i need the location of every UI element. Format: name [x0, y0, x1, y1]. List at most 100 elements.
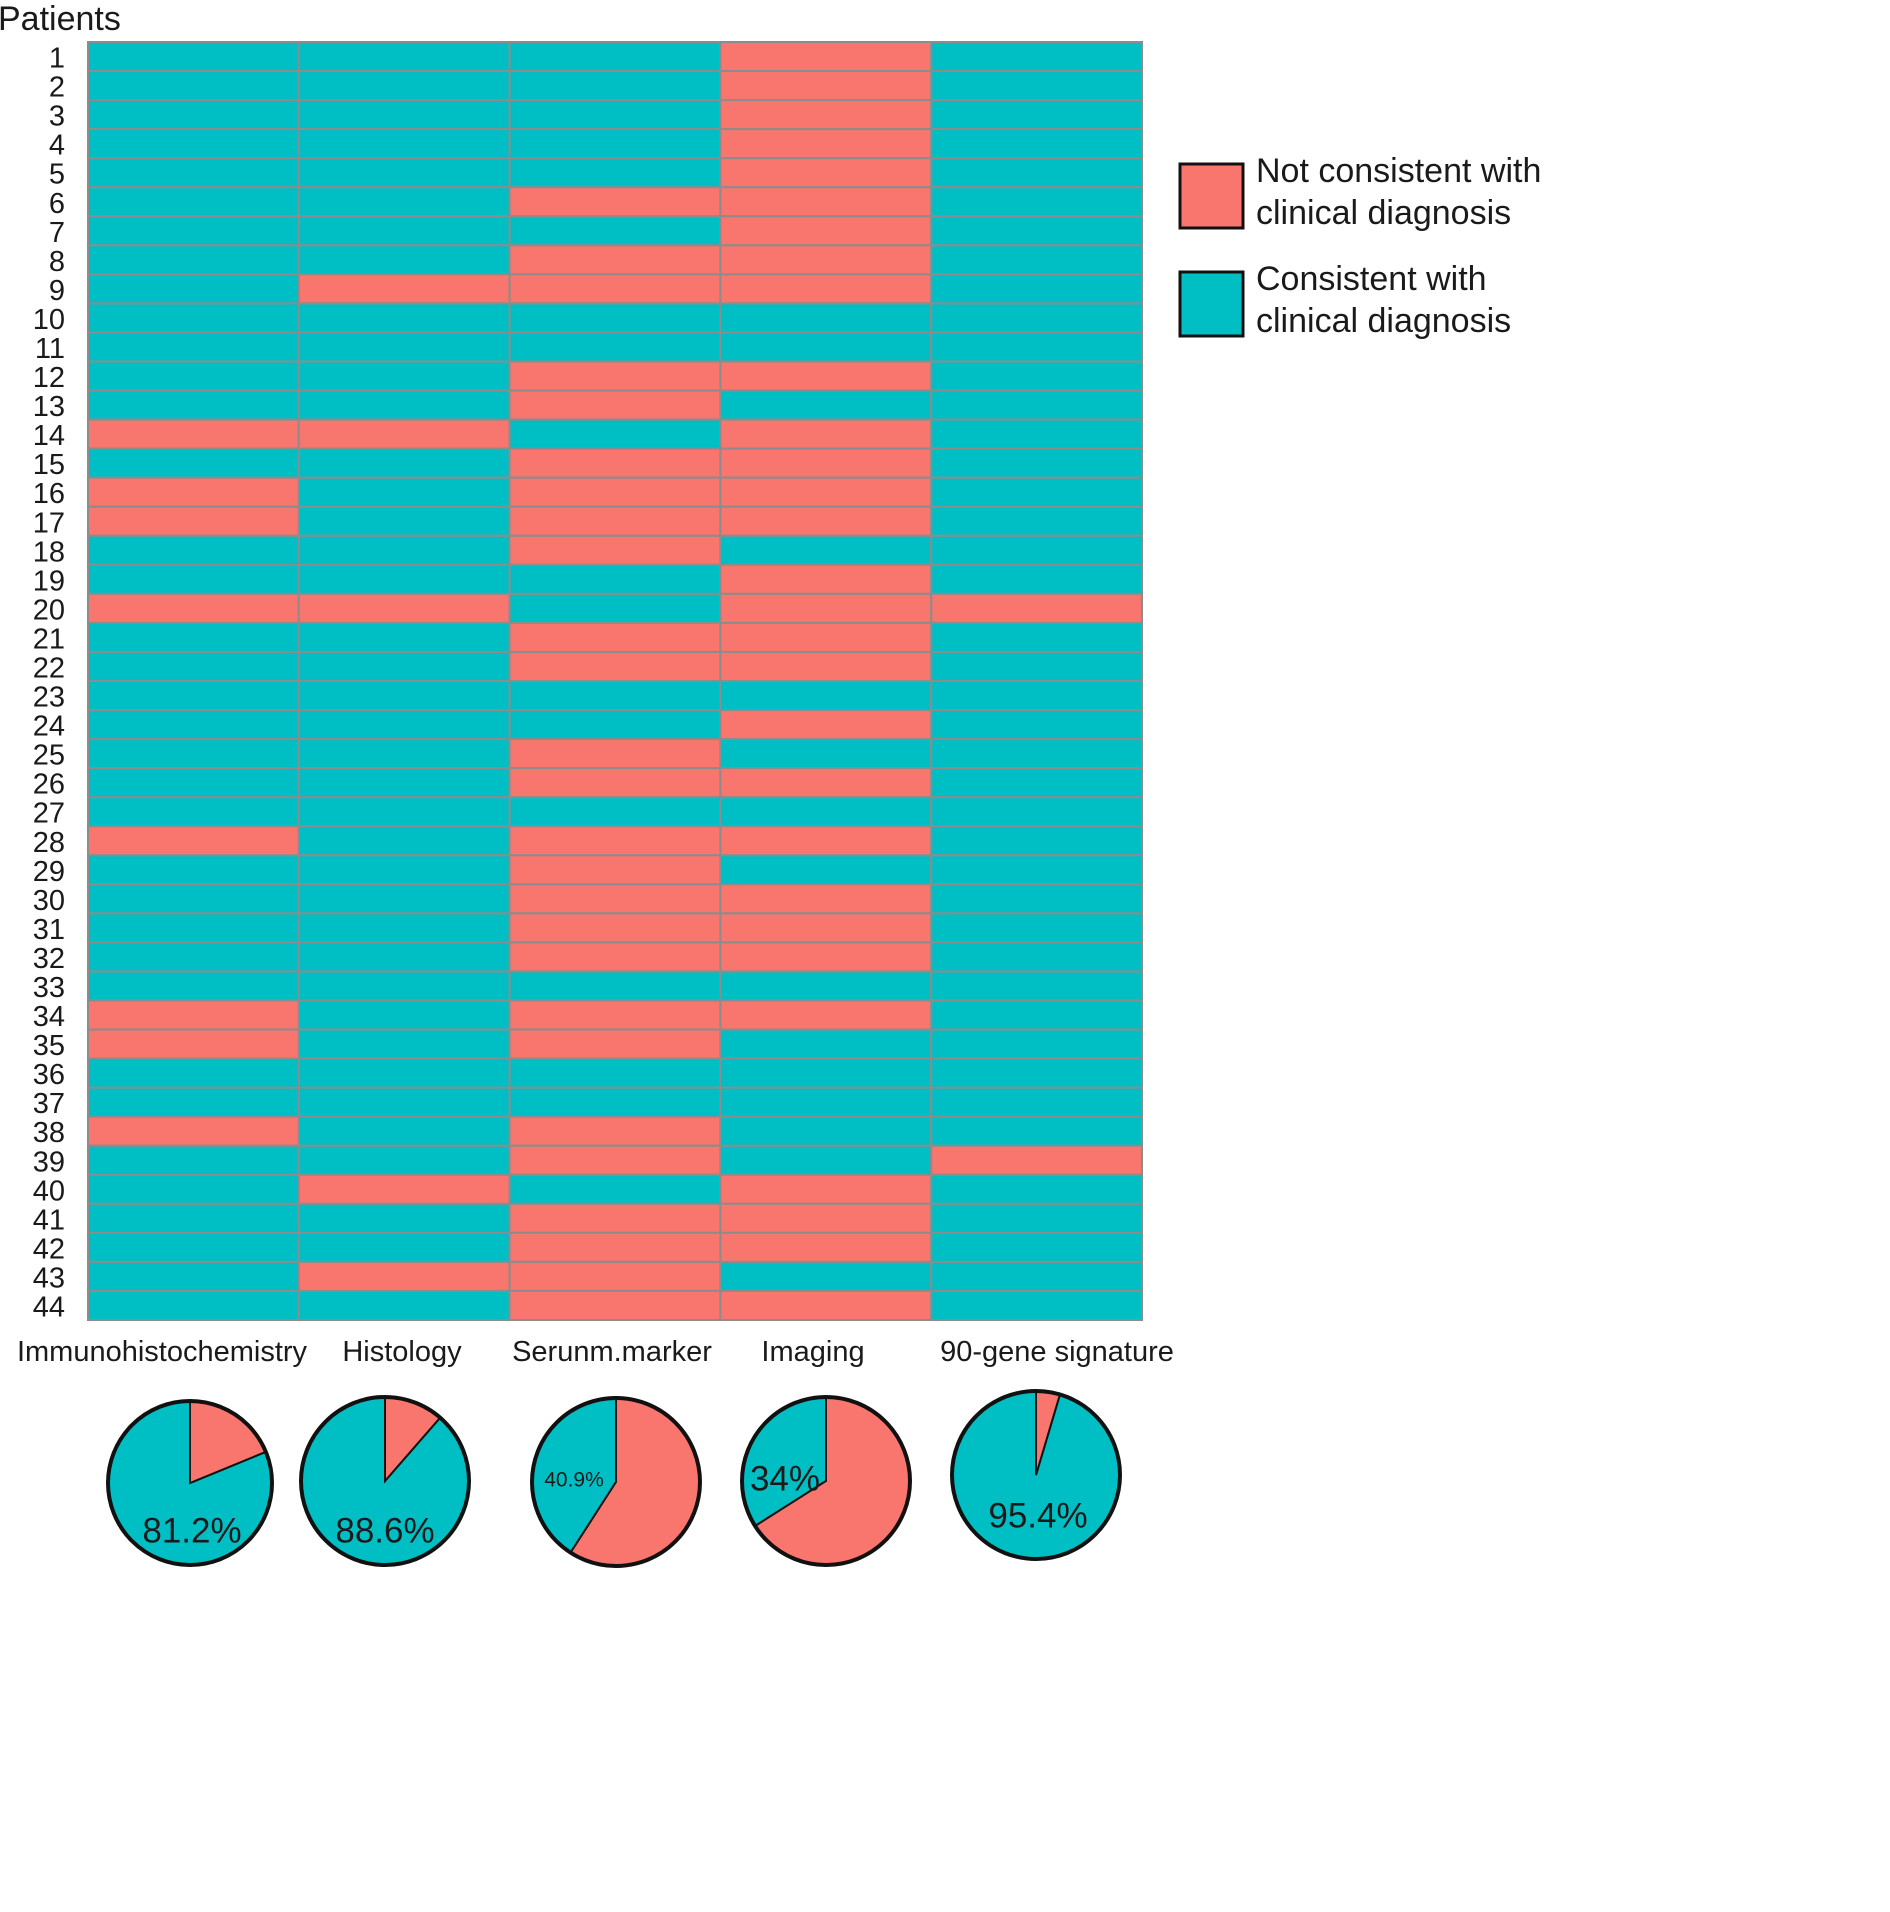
pie-2-label: 88.6%: [335, 1511, 434, 1550]
heatmap-cell-22-3: [508, 650, 722, 682]
heatmap-cell-33-3: [508, 970, 722, 1002]
patient-label-10: 10: [33, 304, 65, 336]
heatmap-cell-27-4: [719, 796, 933, 828]
heatmap-cell-11-2: [297, 331, 511, 363]
method-labels: Immunohistochemistry Histology Serunm.mark…: [17, 1336, 1174, 1368]
heatmap-cell-29-4: [719, 854, 933, 886]
heatmap-cell-8-5: [930, 244, 1144, 276]
patient-label-27: 27: [33, 798, 65, 830]
heatmap-cell-2-4: [719, 70, 933, 102]
heatmap-cell-44-5: [930, 1289, 1144, 1322]
heatmap-cell-44-1: [87, 1289, 300, 1322]
method-label-4: Imaging: [761, 1336, 864, 1368]
heatmap-cell-38-1: [87, 1115, 300, 1147]
heatmap-cell-14-5: [930, 418, 1144, 450]
heatmap-cell-3-2: [297, 99, 511, 131]
heatmap-cell-25-1: [87, 738, 300, 770]
heatmap-cell-10-2: [297, 302, 511, 334]
heatmap-cell-24-4: [719, 709, 933, 741]
heatmap-cell-39-5: [930, 1144, 1144, 1176]
heatmap-cell-23-2: [297, 680, 511, 712]
heatmap-cell-36-5: [930, 1057, 1144, 1089]
heatmap-cell-28-2: [297, 825, 511, 857]
patient-label-26: 26: [33, 769, 65, 801]
patient-label-6: 6: [49, 188, 65, 220]
patient-label-23: 23: [33, 682, 65, 714]
heatmap-cell-16-1: [87, 476, 300, 508]
pie-1-label: 81.2%: [142, 1511, 241, 1550]
heatmap-cell-19-1: [87, 563, 300, 595]
heatmap-cell-28-1: [87, 825, 300, 857]
heatmap-cell-3-1: [87, 99, 300, 131]
heatmap-cell-12-3: [508, 360, 722, 392]
heatmap-cell-38-4: [719, 1115, 933, 1147]
heatmap-cell-30-4: [719, 883, 933, 915]
heatmap-cell-31-4: [719, 912, 933, 944]
heatmap-cell-44-4: [719, 1289, 933, 1322]
heatmap-cell-32-3: [508, 941, 722, 973]
heatmap-cell-25-4: [719, 738, 933, 770]
legend-label-2-line-1: Consistent with: [1256, 260, 1487, 298]
heatmap-cell-37-4: [719, 1086, 933, 1118]
patient-label-19: 19: [33, 565, 65, 597]
heatmap-cell-42-2: [297, 1231, 511, 1263]
patient-label-5: 5: [49, 159, 65, 191]
heatmap-cell-8-2: [297, 244, 511, 276]
heatmap-cell-8-3: [508, 244, 722, 276]
heatmap-cell-36-3: [508, 1057, 722, 1089]
patient-label-3: 3: [49, 101, 65, 133]
heatmap-cell-34-1: [87, 999, 300, 1031]
patient-label-41: 41: [33, 1204, 65, 1236]
heatmap-cell-34-3: [508, 999, 722, 1031]
heatmap-cell-38-5: [930, 1115, 1144, 1147]
pie-5-outline: [950, 1389, 1122, 1561]
patient-label-12: 12: [33, 362, 65, 394]
heatmap-cell-23-4: [719, 680, 933, 712]
heatmap-cell-2-1: [87, 70, 300, 102]
heatmap-cell-3-3: [508, 99, 722, 131]
patient-label-42: 42: [33, 1233, 65, 1265]
patient-label-14: 14: [33, 420, 65, 452]
heatmap-cell-35-3: [508, 1028, 722, 1060]
legend-swatch-2: [1178, 270, 1245, 338]
heatmap-cell-26-2: [297, 767, 511, 799]
heatmap-cell-32-4: [719, 941, 933, 973]
pie-2-outline: [299, 1395, 471, 1567]
heatmap-cell-5-3: [508, 157, 722, 189]
patient-label-31: 31: [33, 914, 65, 946]
pie-4-label: 34%: [750, 1459, 820, 1498]
heatmap-cell-43-5: [930, 1260, 1144, 1292]
heatmap-cell-25-3: [508, 738, 722, 770]
heatmap-cell-20-1: [87, 592, 300, 624]
legend-item-1: Not consistent with clinical diagnosis: [1178, 152, 1541, 232]
heatmap-cell-21-2: [297, 621, 511, 653]
heatmap-cell-16-3: [508, 476, 722, 508]
patient-label-18: 18: [33, 536, 65, 568]
patient-label-17: 17: [33, 507, 65, 539]
heatmap-cell-9-5: [930, 273, 1144, 305]
patient-label-33: 33: [33, 972, 65, 1004]
heatmap-cell-15-2: [297, 447, 511, 479]
heatmap-cell-2-2: [297, 70, 511, 102]
heatmap-cell-21-3: [508, 621, 722, 653]
heatmap-cell-7-2: [297, 215, 511, 247]
heatmap-cell-28-4: [719, 825, 933, 857]
heatmap-cell-4-5: [930, 128, 1144, 160]
heatmap-cell-4-1: [87, 128, 300, 160]
heatmap-cell-37-1: [87, 1086, 300, 1118]
heatmap-cell-18-1: [87, 534, 300, 566]
heatmap-cell-32-5: [930, 941, 1144, 973]
method-label-2: Histology: [342, 1336, 462, 1368]
heatmap-cell-6-3: [508, 186, 722, 218]
patient-label-13: 13: [33, 391, 65, 423]
pie-2: 88.6%: [299, 1395, 471, 1567]
heatmap-cell-42-4: [719, 1231, 933, 1263]
heatmap-cell-41-1: [87, 1202, 300, 1234]
patient-label-8: 8: [49, 246, 65, 278]
heatmap-cell-6-5: [930, 186, 1144, 218]
heatmap-cell-40-4: [719, 1173, 933, 1205]
heatmap-cell-28-3: [508, 825, 722, 857]
heatmap-cell-10-1: [87, 302, 300, 334]
heatmap-cell-22-2: [297, 650, 511, 682]
